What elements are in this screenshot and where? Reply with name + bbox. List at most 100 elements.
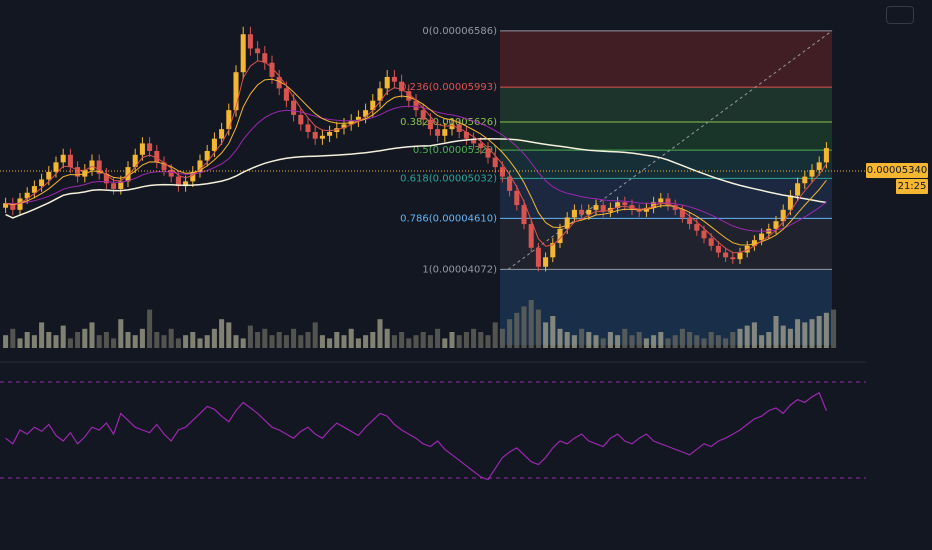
fib-zone [500,121,832,151]
volume-bar [636,332,642,348]
volume-bar [715,335,721,348]
candle-body [449,124,455,130]
candle-body [780,209,786,222]
volume-bar [499,328,505,348]
fib-zone [500,150,832,179]
volume-bar [600,338,606,348]
volume-bar [384,328,390,348]
candle-body [363,110,369,117]
volume-bar [132,335,138,348]
volume-bar [564,332,570,348]
volume-bar [139,328,145,348]
candle-body [492,157,498,168]
candle-body [60,154,66,163]
volume-bar [780,325,786,348]
candle-body [751,240,757,246]
candle-body [600,205,606,212]
volume-bar [60,325,66,348]
candle-body [370,100,376,111]
volume-bar [154,332,160,348]
volume-bar [543,322,549,348]
candle-body [550,243,556,258]
rsi-line [5,391,827,481]
candle-body [679,209,685,218]
candle-body [111,183,117,189]
candle-body [154,150,160,163]
chart-settings-button[interactable] [886,6,914,24]
volume-bar [708,332,714,348]
volume-bar [24,332,30,348]
volume-bar [730,332,736,348]
volume-bar [665,338,671,348]
volume-bar [355,338,361,348]
volume-bar [471,328,477,348]
candle-body [737,252,743,260]
candle-body [305,124,311,132]
candle-body [658,198,664,203]
candle-body [46,171,52,180]
candle-body [615,202,621,208]
candle-body [478,143,484,149]
candle-body [132,154,138,168]
candle-body [82,169,88,177]
volume-bar [579,328,585,348]
candle-body [10,203,16,210]
ema-fast-line [5,60,827,254]
volume-bar [255,332,261,348]
volume-bar [67,338,73,348]
candle-body [420,110,426,120]
volume-bar [111,338,117,348]
candle-body [175,176,181,187]
candle-body [759,233,765,241]
candle-body [31,186,37,193]
volume-bar [492,322,498,348]
volume-bar [622,328,628,348]
volume-bar [679,328,685,348]
volume-bar [96,335,102,348]
volume-bar [190,332,196,348]
volume-bar [442,338,448,348]
candle-body [276,76,282,89]
volume-bar [571,335,577,348]
volume-bar [809,319,815,348]
volume-bar [161,335,167,348]
candle-body [823,148,829,163]
volume-bar [118,319,124,348]
volume-bar [147,309,153,348]
volume-bar [226,322,232,348]
candle-body [535,247,541,267]
volume-bar [269,335,275,348]
candle-body [283,88,289,101]
candle-body [809,169,815,177]
candle-body [687,217,693,225]
candle-body [190,171,196,182]
fib-level-label: 0.382(0.00005626) [400,117,497,128]
volume-bar [737,328,743,348]
volume-bar [10,328,16,348]
volume-bar [399,332,405,348]
volume-bar [773,316,779,348]
candle-body [399,81,405,92]
candle-body [377,88,383,101]
fib-level-label: 0.618(0.00005032) [400,173,497,184]
volume-bar [46,332,52,348]
candle-body [255,48,261,54]
volume-bar [406,338,412,348]
volume-bar [305,332,311,348]
volume-bar [643,338,649,348]
volume-bar [262,328,268,348]
candle-body [39,179,45,187]
candle-body [125,167,131,182]
candle-body [564,217,570,229]
candle-body [269,62,275,77]
volume-bar [427,335,433,348]
volume-bar [557,328,563,348]
volume-bar [363,335,369,348]
volume-bar [240,338,246,348]
volume-bar [334,332,340,348]
candle-body [514,190,520,206]
candle-body [442,129,448,136]
volume-bar [435,328,441,348]
volume-bar [168,328,174,348]
